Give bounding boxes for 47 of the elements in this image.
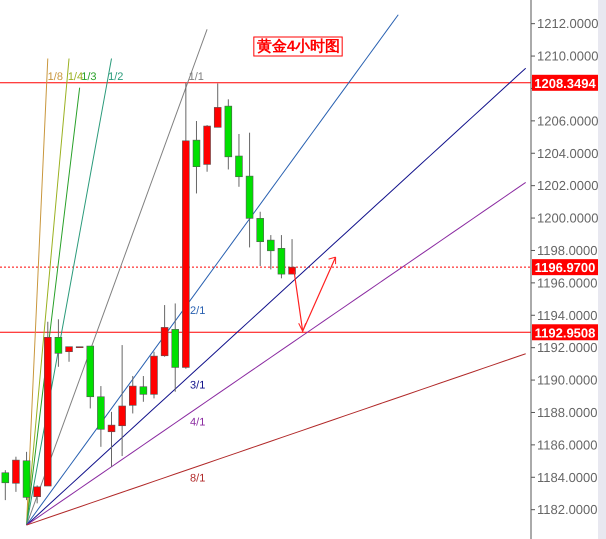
candlestick [65,346,73,362]
y-tick-label: 1194.0000 [537,308,598,323]
series-label: 4/1 [190,416,206,429]
line-series [26,58,70,526]
series-label: 8/1 [190,472,206,484]
line-series [26,28,208,526]
candlestick [33,484,41,504]
candlestick [235,133,243,188]
candlestick [54,318,62,368]
y-tick-label: 1212.0000 [537,16,598,32]
line-series [26,182,526,526]
line-series [26,87,80,526]
series-label: 3/1 [190,379,206,392]
candlestick [256,211,264,267]
y-tick-label: 1190.0000 [537,372,598,388]
y-tick-label: 1184.0000 [537,470,598,485]
series-label: 1/2 [108,70,124,83]
series-label: 2/1 [190,304,206,317]
y-tick-label: 1202.0000 [537,178,598,194]
y-tick-label: 1204.0000 [537,146,598,161]
ref-label: 1208.3494 [532,74,598,91]
ref-label: 1192.9508 [532,324,598,340]
candlestick [108,411,116,468]
candlestick [12,456,20,492]
ref-label: 1196.9700 [532,259,598,276]
y-tick-label: 1192.0000 [537,340,598,356]
line-series [26,14,399,526]
line-series [26,68,526,526]
candlestick [129,376,136,414]
series-label: 1/4 [68,70,84,83]
title: 黄金4小时图 [253,36,343,56]
y-tick-label: 1196.0000 [537,275,598,290]
candlestick [2,470,10,501]
candlestick [118,344,126,457]
candlestick [267,234,275,270]
series-label: 1/8 [48,70,63,83]
y-tick-label: 1188.0000 [537,404,598,420]
y-tick-label: 1206.0000 [537,113,598,128]
candlestick [140,376,148,402]
y-tick-label: 1210.0000 [537,48,598,64]
series-label: 1/3 [81,70,97,83]
y-tick-label: 1186.0000 [537,437,598,452]
y-tick-label: 1182.0000 [537,502,598,518]
series-label: 1/1 [188,70,204,83]
y-tick-label: 1200.0000 [537,210,598,226]
y-tick-label: 1198.0000 [537,242,598,258]
line-series [26,353,526,526]
